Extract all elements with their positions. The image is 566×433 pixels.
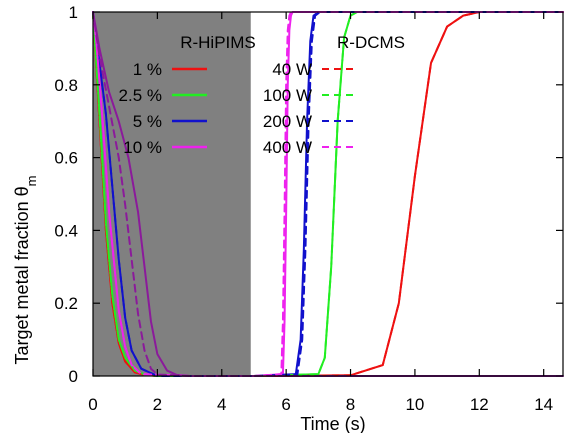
legend-label-dcms: 400 W (263, 138, 312, 157)
x-tick-label: 2 (153, 395, 162, 414)
x-axis-title: Time (s) (300, 414, 365, 433)
x-tick-label: 8 (346, 395, 355, 414)
series-line-9 (92, 11, 564, 377)
legend-header-hipims: R-HiPIMS (180, 33, 256, 52)
legend-label-dcms: 40 W (272, 60, 312, 79)
y-axis-title-main: Target metal fraction θ (12, 186, 32, 364)
y-axis-title-subscript: m (24, 176, 39, 187)
x-tick-label: 0 (88, 395, 97, 414)
x-tick-label: 12 (470, 395, 489, 414)
tick-layer: 0 2 4 6 8 10 12 14 0 0.2 0.4 0.6 0.8 1 (54, 3, 563, 414)
plot-frame (92, 11, 564, 377)
y-tick-label: 0.6 (54, 149, 78, 168)
y-tick-label: 0 (69, 367, 78, 386)
y-tick-label: 0.4 (54, 221, 78, 240)
legend-label-dcms: 100 W (263, 86, 312, 105)
legend-label-hipims: 1 % (133, 60, 162, 79)
y-tick-label: 0.2 (54, 294, 78, 313)
y-axis-title: Target metal fraction θm (12, 176, 39, 365)
x-tick-label: 10 (405, 395, 424, 414)
x-tick-label: 14 (534, 395, 553, 414)
legend-label-dcms: 200 W (263, 112, 312, 131)
x-tick-label: 6 (281, 395, 290, 414)
series-line-5 (92, 11, 564, 377)
y-tick-label: 1 (69, 3, 78, 22)
legend: R-HiPIMS R-DCMS 1 % 2.5 % 5 % 10 % 40 W 100 W… (119, 33, 405, 157)
legend-label-hipims: 10 % (123, 138, 162, 157)
legend-label-hipims: 5 % (133, 112, 162, 131)
x-tick-label: 4 (217, 395, 226, 414)
y-tick-label: 0.8 (54, 76, 78, 95)
legend-header-dcms: R-DCMS (337, 33, 405, 52)
legend-label-hipims: 2.5 % (119, 86, 162, 105)
